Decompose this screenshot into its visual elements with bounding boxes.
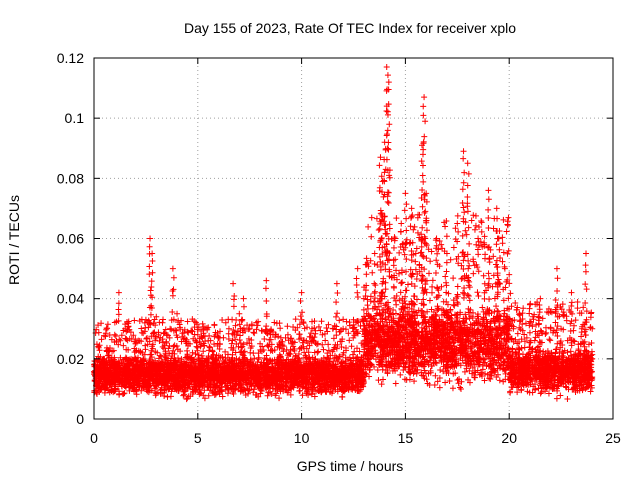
baseline-point: [157, 352, 164, 359]
baseline-point: [219, 393, 226, 400]
baseline-point: [245, 390, 252, 397]
baseline-point: [165, 384, 172, 391]
baseline-point: [164, 393, 171, 400]
baseline-point: [296, 387, 303, 394]
baseline-point: [176, 357, 183, 364]
baseline-point: [339, 393, 346, 400]
baseline-point: [167, 393, 174, 400]
data-points: [91, 64, 596, 403]
baseline-point: [336, 353, 343, 360]
baseline-point: [276, 395, 283, 402]
baseline-point: [300, 354, 307, 361]
chart-title: Day 155 of 2023, Rate Of TEC Index for r…: [184, 20, 516, 36]
baseline-point: [311, 393, 318, 400]
